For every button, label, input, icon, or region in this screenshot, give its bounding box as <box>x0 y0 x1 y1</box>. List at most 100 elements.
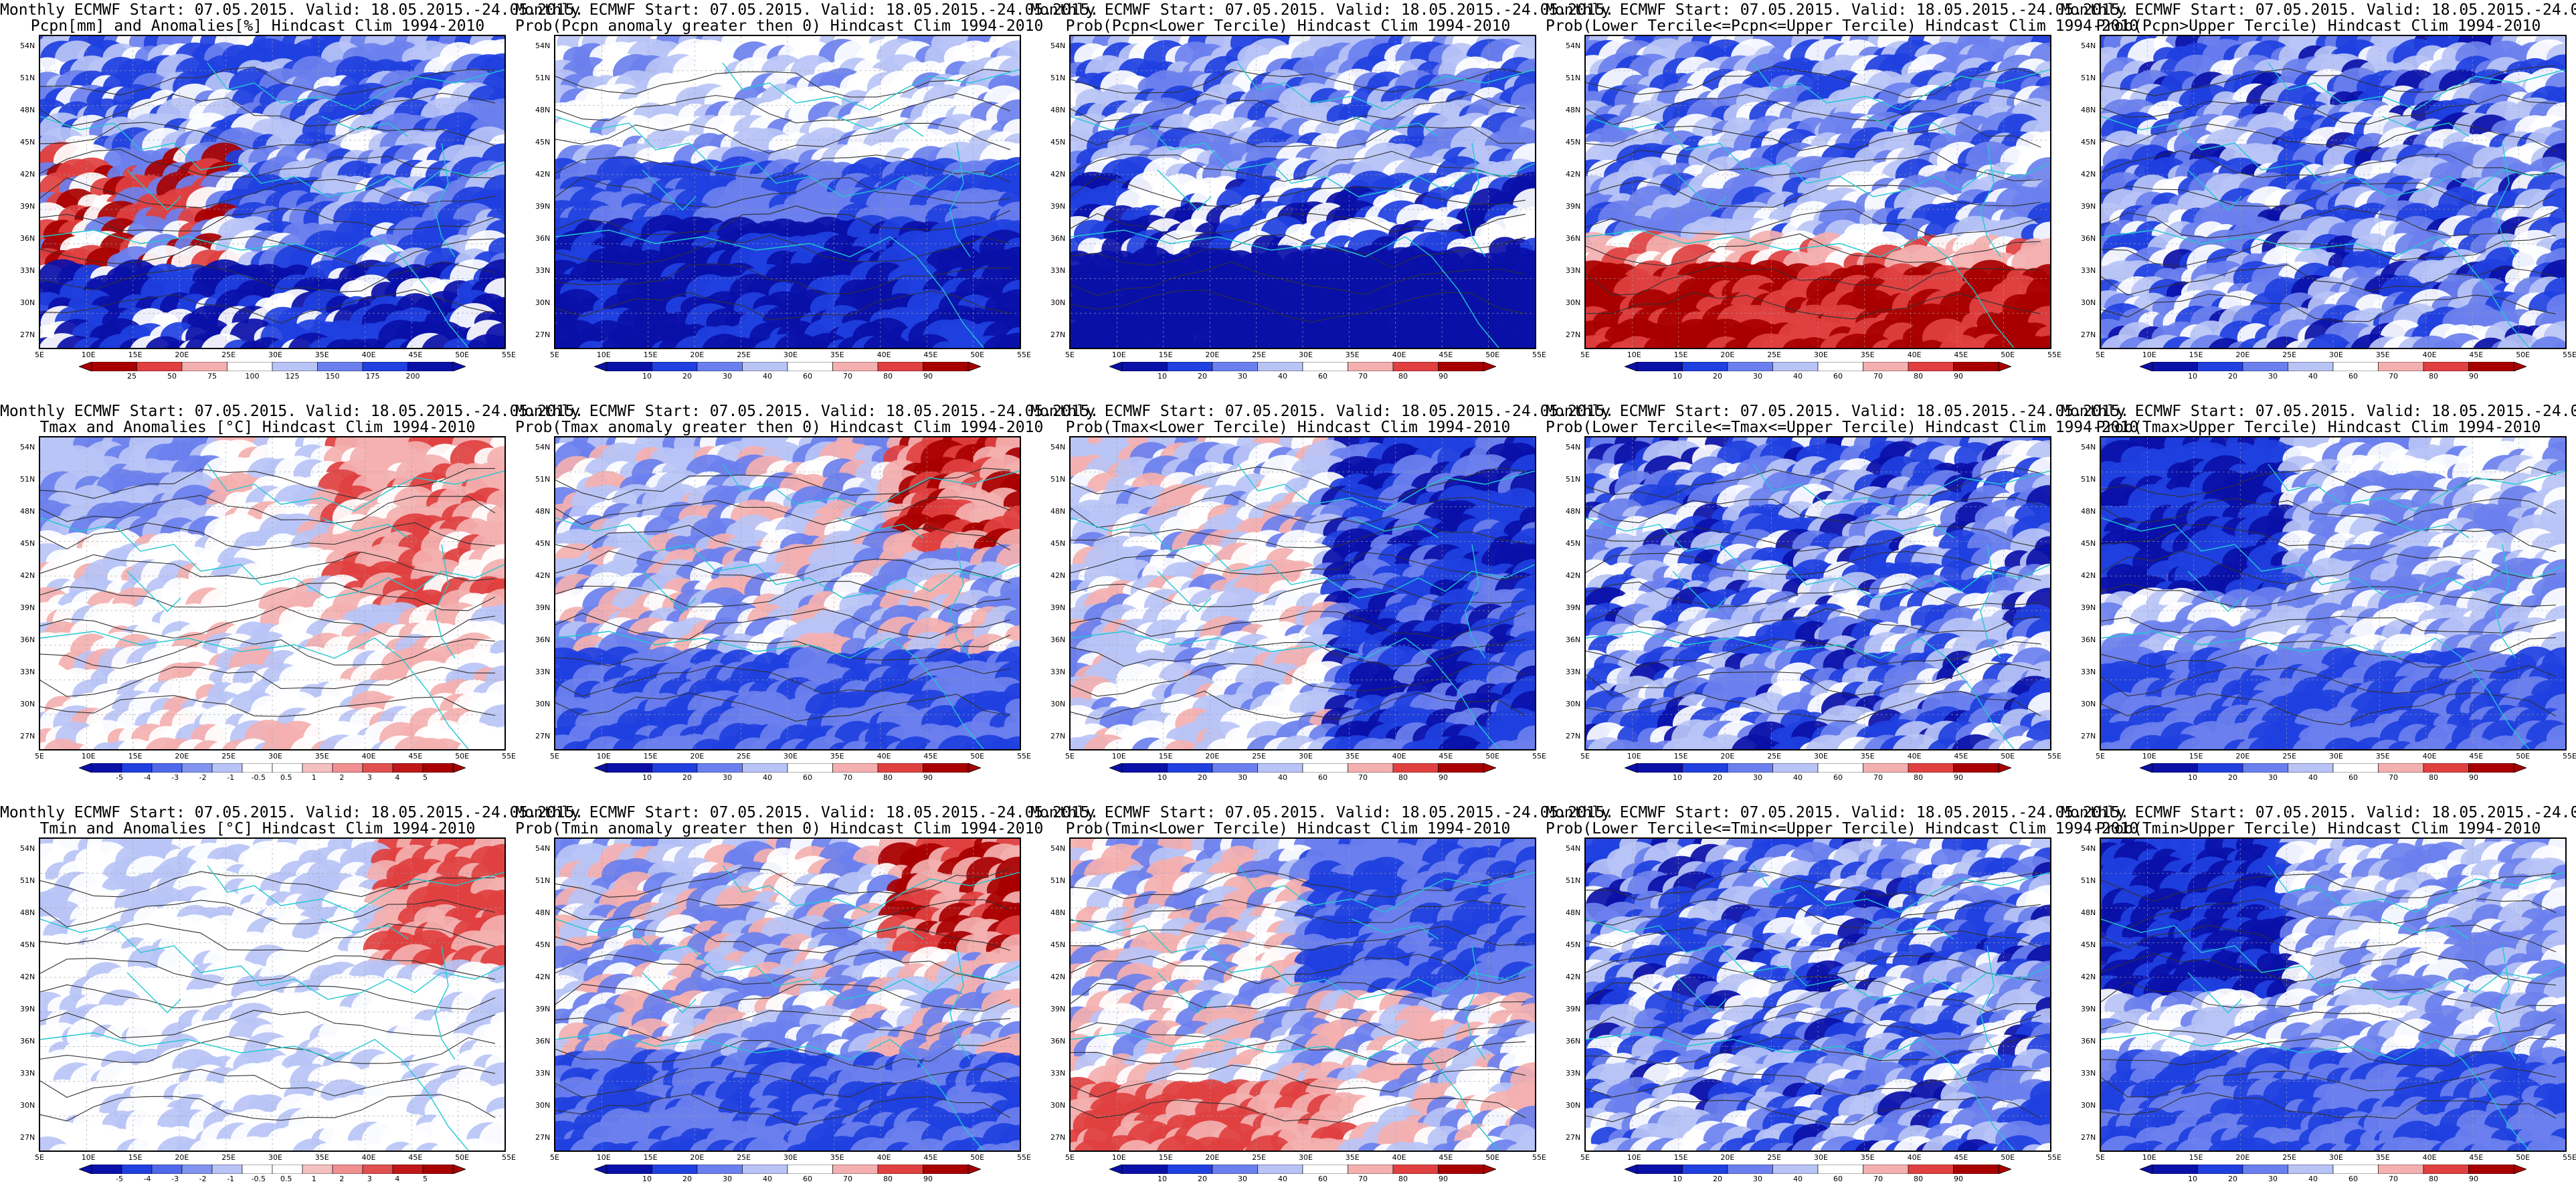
lat-tick-label: 30N <box>20 700 35 708</box>
map-panel-tmax-prob-pos: Monthly ECMWF Start: 07.05.2015. Valid: … <box>515 401 1099 803</box>
colorbar-tick-label: 10 <box>1158 1175 1167 1183</box>
colorbar-tick-label: 80 <box>883 372 893 381</box>
lon-tick-label: 5E <box>2096 350 2105 359</box>
lon-tick-label: 10E <box>596 1153 611 1162</box>
lat-tick-label: 48N <box>20 908 35 917</box>
lat-tick-label: 30N <box>2081 1101 2096 1110</box>
colorbar-tick-label: 80 <box>2429 773 2438 782</box>
lat-tick-label: 30N <box>535 298 551 307</box>
lat-tick-label: 51N <box>2081 475 2096 484</box>
colorbar-tick-label: -3 <box>171 773 179 782</box>
colorbar-tick-label: 100 <box>245 372 260 381</box>
colorbar-tick-label: 90 <box>1954 1175 1963 1183</box>
colorbar-labels: 25 50 75 100 125 150 175 200 <box>79 372 466 381</box>
colorbar-tick-label: -5 <box>116 1175 124 1183</box>
lon-tick-label: 5E <box>550 350 559 359</box>
lat-tick-label: 36N <box>535 635 551 644</box>
colorbar-tick-label: 75 <box>207 372 217 381</box>
lat-tick-label: 42N <box>2081 170 2096 179</box>
lon-tick-label: 10E <box>596 350 611 359</box>
colorbar-tick-label: 0.5 <box>280 773 292 782</box>
colorbar-tick-label: 10 <box>2188 372 2197 381</box>
colorbar-tick-label: 10 <box>642 1175 652 1183</box>
colorbar-tick-label: 40 <box>1793 1175 1803 1183</box>
lat-tick-label: 27N <box>2081 732 2096 740</box>
lat-tick-label: 48N <box>2081 908 2096 917</box>
lat-tick-label: 51N <box>2081 74 2096 82</box>
colorbar <box>78 361 467 372</box>
lat-tick-label: 30N <box>1566 298 1581 307</box>
lat-tick-label: 27N <box>535 330 551 339</box>
lon-tick-label: 20E <box>1205 752 1220 761</box>
lon-tick-label: 30E <box>2329 752 2343 761</box>
lon-tick-label: 35E <box>2375 1153 2390 1162</box>
lat-tick-label: 54N <box>535 41 551 50</box>
lon-tick-label: 35E <box>314 752 329 761</box>
lon-tick-label: 55E <box>1017 1153 1031 1162</box>
lon-tick-label: 55E <box>2047 350 2061 359</box>
lat-tick-label: 33N <box>20 266 35 275</box>
lat-tick-label: 48N <box>535 507 551 516</box>
lon-tick-label: 50E <box>2001 1153 2015 1162</box>
lat-tick-label: 39N <box>2081 202 2096 211</box>
lon-tick-label: 50E <box>2516 752 2531 761</box>
lat-tick-label: 33N <box>2081 266 2096 275</box>
map-field <box>2101 437 2565 749</box>
map-panel-pcpn-prob-lower: Monthly ECMWF Start: 07.05.2015. Valid: … <box>1030 0 1614 401</box>
map-field <box>40 437 504 749</box>
lat-tick-label: 42N <box>20 170 35 179</box>
colorbar-labels: 10 20 30 40 60 70 80 90 <box>1109 1175 1496 1184</box>
map-panel-pcpn-prob-upper: Monthly ECMWF Start: 07.05.2015. Valid: … <box>2061 0 2576 401</box>
lat-tick-label: 33N <box>1050 1069 1066 1078</box>
colorbar-tick-label: 60 <box>1833 372 1843 381</box>
colorbar-tick-label: 70 <box>843 1175 852 1183</box>
colorbar-tick-label: -1 <box>227 773 235 782</box>
lon-tick-label: 40E <box>877 350 891 359</box>
colorbar-tick-label: 200 <box>405 372 420 381</box>
lon-tick-label: 5E <box>2096 1153 2105 1162</box>
colorbar-tick-label: 40 <box>763 1175 772 1183</box>
colorbar-tick-label: 60 <box>2349 773 2358 782</box>
colorbar-tick-label: 70 <box>1873 773 1883 782</box>
lon-tick-label: 40E <box>1392 350 1406 359</box>
lat-tick-label: 36N <box>20 1037 35 1045</box>
lat-tick-label: 36N <box>20 635 35 644</box>
colorbar-tick-label: 40 <box>763 773 772 782</box>
lat-tick-label: 54N <box>535 443 551 452</box>
colorbar-tick-label: 20 <box>682 773 692 782</box>
lon-tick-label: 40E <box>1907 350 1922 359</box>
lon-tick-label: 10E <box>81 1153 96 1162</box>
lat-tick-label: 39N <box>20 1005 35 1013</box>
lat-tick-label: 45N <box>1566 539 1581 548</box>
map-panel-tmax-prob-upper: Monthly ECMWF Start: 07.05.2015. Valid: … <box>2061 401 2576 803</box>
lon-tick-label: 55E <box>2563 752 2576 761</box>
lat-tick-label: 54N <box>1050 844 1066 853</box>
lat-tick-label: 48N <box>535 908 551 917</box>
lon-tick-label: 15E <box>1158 1153 1173 1162</box>
lat-tick-label: 39N <box>535 202 551 211</box>
colorbar-tick-label: 80 <box>1398 1175 1408 1183</box>
panel-title-line2: Prob(Pcpn>Upper Tercile) Hindcast Clim 1… <box>2096 17 2541 35</box>
colorbar-tick-label: 90 <box>2469 372 2478 381</box>
lon-tick-label: 25E <box>737 752 751 761</box>
lon-tick-label: 25E <box>1252 752 1267 761</box>
colorbar-tick-label: 25 <box>127 372 136 381</box>
lon-tick-label: 20E <box>175 1153 189 1162</box>
colorbar <box>1108 1164 1497 1175</box>
lon-tick-label: 20E <box>690 752 705 761</box>
lat-tick-label: 51N <box>20 876 35 885</box>
lon-tick-label: 10E <box>2142 1153 2156 1162</box>
lon-tick-label: 50E <box>2516 1153 2531 1162</box>
colorbar-tick-label: 20 <box>1198 372 1207 381</box>
lat-tick-label: 39N <box>1050 1005 1066 1013</box>
panel-title-line2: Tmax and Anomalies [°C] Hindcast Clim 19… <box>39 419 476 436</box>
map-panel-tmin-prob-pos: Monthly ECMWF Start: 07.05.2015. Valid: … <box>515 803 1099 1204</box>
map-panel-tmin-prob-middle: Monthly ECMWF Start: 07.05.2015. Valid: … <box>1546 803 2138 1204</box>
colorbar-tick-label: 10 <box>1673 1175 1682 1183</box>
colorbar <box>1623 361 2013 372</box>
lon-tick-label: 30E <box>1299 752 1313 761</box>
map-field <box>2101 36 2565 348</box>
lat-tick-label: 36N <box>535 234 551 243</box>
lat-tick-label: 54N <box>1566 443 1581 452</box>
colorbar-tick-label: 40 <box>1278 773 1287 782</box>
